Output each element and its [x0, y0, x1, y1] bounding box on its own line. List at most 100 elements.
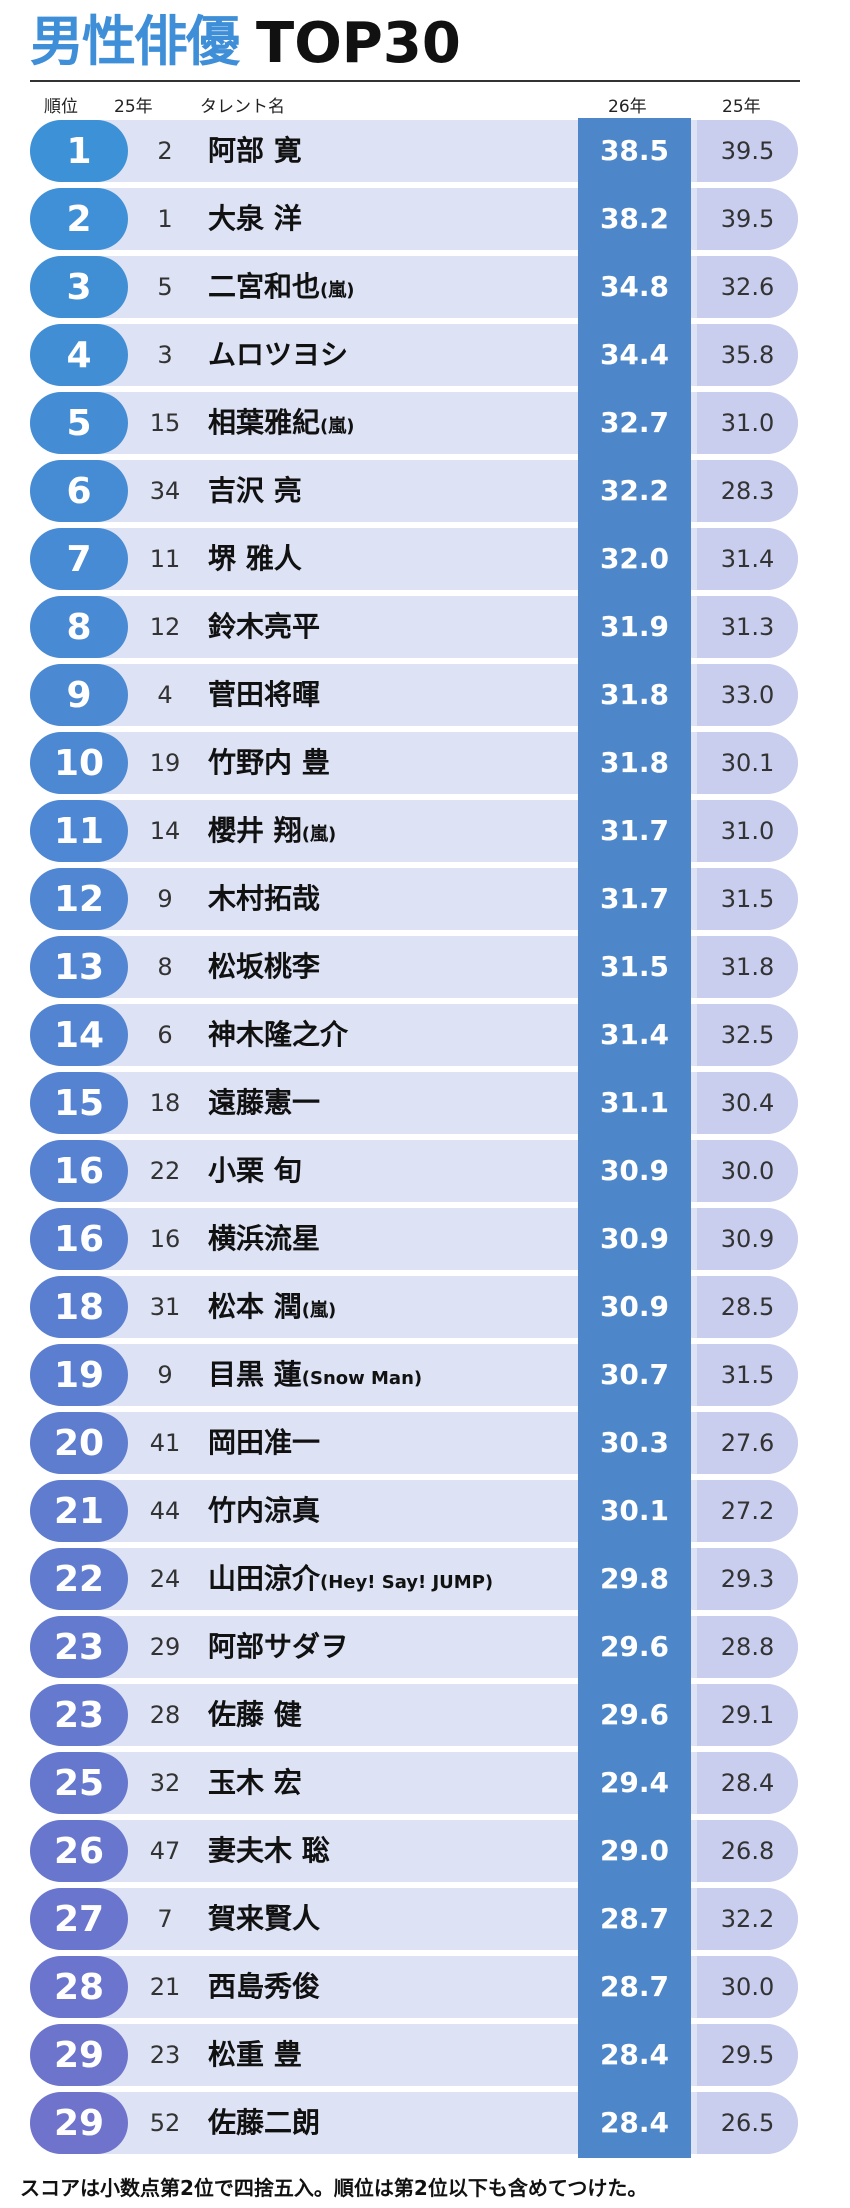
score-26: 30.9 [578, 1208, 691, 1270]
rank: 27 [30, 1888, 128, 1950]
prev-rank: 47 [149, 1837, 181, 1865]
score-26: 30.9 [578, 1140, 691, 1202]
talent-name: 妻夫木 聡 [208, 1834, 330, 1867]
talent-name: 佐藤 健 [208, 1698, 302, 1731]
score-25: 31.4 [697, 528, 798, 590]
rank: 16 [30, 1208, 128, 1270]
title-en: TOP30 [256, 11, 461, 76]
score-26: 29.8 [578, 1548, 691, 1610]
score-25: 30.1 [697, 732, 798, 794]
group: (嵐) [301, 1300, 337, 1321]
rank: 6 [30, 460, 128, 522]
row: 7 11 堺 雅人 32.0 31.4 [30, 528, 798, 590]
name: 玉木 宏 [208, 1752, 302, 1814]
rank: 1 [30, 120, 128, 182]
row: 10 19 竹野内 豊 31.8 30.1 [30, 732, 798, 794]
prev-rank: 8 [157, 953, 173, 981]
talent-name: 遠藤憲一 [208, 1086, 321, 1119]
score-26: 30.1 [578, 1480, 691, 1542]
score-25: 31.0 [697, 800, 798, 862]
rank: 10 [30, 732, 128, 794]
score-25: 27.2 [697, 1480, 798, 1542]
score-25: 28.4 [697, 1752, 798, 1814]
prev-rank: 29 [149, 1633, 181, 1661]
rank: 23 [30, 1616, 128, 1678]
talent-name: 木村拓哉 [208, 882, 321, 915]
score-26: 31.9 [578, 596, 691, 658]
score-25: 35.8 [697, 324, 798, 386]
score-26: 34.8 [578, 256, 691, 318]
row: 25 32 玉木 宏 29.4 28.4 [30, 1752, 798, 1814]
prev-rank: 3 [157, 341, 173, 369]
header-cell: 順位 [44, 97, 78, 117]
rank: 20 [30, 1412, 128, 1474]
title: 男性俳優 TOP30 [30, 4, 461, 76]
rank: 4 [30, 324, 128, 386]
name: 阿部 寛 [208, 120, 302, 182]
prev-rank: 52 [149, 2109, 181, 2137]
name: 二宮和也(嵐) [208, 256, 354, 318]
prev-rank: 24 [149, 1565, 181, 1593]
score-25: 30.9 [697, 1208, 798, 1270]
rank: 9 [30, 664, 128, 726]
row: 6 34 吉沢 亮 32.2 28.3 [30, 460, 798, 522]
prev-rank: 14 [149, 817, 181, 845]
score-band [578, 118, 691, 2158]
name: 堺 雅人 [208, 528, 302, 590]
score-26: 32.2 [578, 460, 691, 522]
rank: 14 [30, 1004, 128, 1066]
footer: スコアは小数点第2位で四捨五入。順位は第2位以下も含めてつけた。 [20, 2176, 648, 2200]
name: 松重 豊 [208, 2024, 302, 2086]
name: 大泉 洋 [208, 188, 302, 250]
row: 21 44 竹内涼真 30.1 27.2 [30, 1480, 798, 1542]
row: 4 3 ムロツヨシ 34.4 35.8 [30, 324, 798, 386]
row: 28 21 西島秀俊 28.7 30.0 [30, 1956, 798, 2018]
header-cell: 25年 [114, 97, 153, 117]
score-25: 31.3 [697, 596, 798, 658]
row: 22 24 山田涼介(Hey! Say! JUMP) 29.8 29.3 [30, 1548, 798, 1610]
prev-rank: 4 [157, 681, 173, 709]
talent-name: 菅田将暉 [208, 678, 321, 711]
rank: 11 [30, 800, 128, 862]
prev-rank: 15 [149, 409, 181, 437]
score-25: 33.0 [697, 664, 798, 726]
prev-rank: 32 [149, 1769, 181, 1797]
row: 19 9 目黒 蓮(Snow Man) 30.7 31.5 [30, 1344, 798, 1406]
talent-name: 鈴木亮平 [208, 610, 321, 643]
header: 順位 25年 タレント名 26年 25年 [0, 88, 850, 117]
score-26: 28.7 [578, 1956, 691, 2018]
rank: 22 [30, 1548, 128, 1610]
rank: 19 [30, 1344, 128, 1406]
talent-name: 横浜流星 [208, 1222, 321, 1255]
score-25: 32.5 [697, 1004, 798, 1066]
prev-rank: 21 [149, 1973, 181, 2001]
score-25: 28.5 [697, 1276, 798, 1338]
score-25: 30.0 [697, 1956, 798, 2018]
name: 櫻井 翔(嵐) [208, 800, 336, 862]
talent-name: 相葉雅紀 [208, 406, 321, 439]
prev-rank: 7 [157, 1905, 173, 1933]
row: 12 9 木村拓哉 31.7 31.5 [30, 868, 798, 930]
rank: 5 [30, 392, 128, 454]
prev-rank: 2 [157, 137, 173, 165]
score-26: 31.7 [578, 800, 691, 862]
score-26: 31.8 [578, 732, 691, 794]
score-25: 26.8 [697, 1820, 798, 1882]
row: 23 29 阿部サダヲ 29.6 28.8 [30, 1616, 798, 1678]
talent-name: 松本 潤 [208, 1290, 302, 1323]
score-25: 27.6 [697, 1412, 798, 1474]
header-cell: タレント名 [200, 97, 285, 117]
score-26: 30.7 [578, 1344, 691, 1406]
name: 佐藤 健 [208, 1684, 302, 1746]
score-26: 30.3 [578, 1412, 691, 1474]
name: 松坂桃李 [208, 936, 320, 998]
score-26: 32.7 [578, 392, 691, 454]
rank: 29 [30, 2092, 128, 2154]
talent-name: 松重 豊 [208, 2038, 302, 2071]
talent-name: 岡田准一 [208, 1426, 321, 1459]
score-25: 29.5 [697, 2024, 798, 2086]
row: 18 31 松本 潤(嵐) 30.9 28.5 [30, 1276, 798, 1338]
score-26: 34.4 [578, 324, 691, 386]
header-cell: 26年 [608, 97, 647, 117]
